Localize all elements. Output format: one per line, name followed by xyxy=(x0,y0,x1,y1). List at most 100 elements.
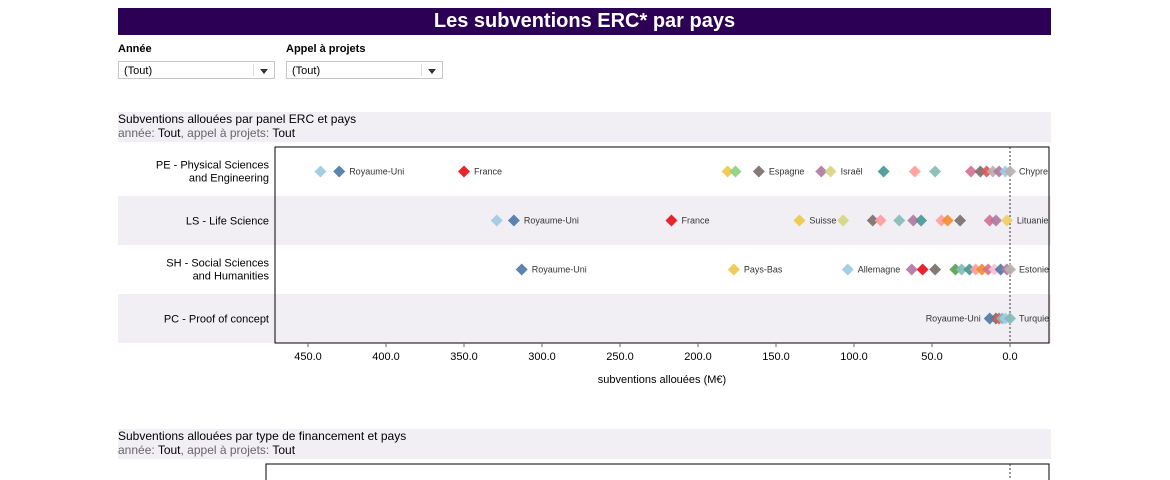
data-point xyxy=(994,263,1007,276)
point-label: Estonie xyxy=(1019,265,1049,275)
data-point xyxy=(974,165,987,178)
data-point xyxy=(954,214,967,227)
x-tick-label: 150.0 xyxy=(762,351,790,363)
row-label: SH - Social Sciences and Humanities xyxy=(166,258,269,283)
data-point xyxy=(983,312,996,325)
data-point xyxy=(915,214,928,227)
data-point xyxy=(866,214,879,227)
row-band xyxy=(118,294,1051,343)
x-tick-label: 350.0 xyxy=(450,351,478,363)
x-tick-label: 0.0 xyxy=(1002,351,1017,363)
data-point xyxy=(874,214,887,227)
x-tick-label: 300.0 xyxy=(528,351,556,363)
data-point xyxy=(907,214,920,227)
data-point xyxy=(980,165,993,178)
section2-title: Subventions allouées par type de finance… xyxy=(118,429,407,443)
section1-title: Subventions allouées par panel ERC et pa… xyxy=(118,112,357,126)
data-point xyxy=(908,165,921,178)
data-point xyxy=(965,165,977,178)
x-tick-label: 250.0 xyxy=(606,351,634,363)
data-point xyxy=(877,165,890,178)
data-point xyxy=(935,214,948,227)
data-point xyxy=(893,214,906,227)
select-divider xyxy=(253,64,254,76)
data-point xyxy=(989,214,1002,227)
point-label: Israël xyxy=(841,167,863,177)
point-label: Allemagne xyxy=(858,265,901,275)
x-tick-label: 200.0 xyxy=(684,351,712,363)
point-label: France xyxy=(474,167,502,177)
data-point xyxy=(490,214,503,227)
point-label: Chypre xyxy=(1019,167,1048,177)
x-tick-label: 400.0 xyxy=(372,351,400,363)
point-label: Royaume-Uni xyxy=(524,216,579,226)
point-label: Lituanie xyxy=(1017,216,1049,226)
data-point xyxy=(941,214,954,227)
data-point xyxy=(507,214,520,227)
year-select[interactable]: (Tout) xyxy=(118,61,275,79)
plot-frame xyxy=(274,146,1050,344)
data-point xyxy=(963,263,976,276)
point-label: France xyxy=(681,216,709,226)
call-select-value: (Tout) xyxy=(292,65,321,77)
data-point xyxy=(752,165,765,178)
row-label: LS - Life Science xyxy=(186,216,269,228)
data-point xyxy=(515,263,528,276)
data-point xyxy=(458,165,470,178)
year-filter-label: Année xyxy=(118,43,152,55)
data-point xyxy=(949,263,962,276)
data-point xyxy=(314,165,327,178)
point-label: Suisse xyxy=(809,216,836,226)
data-point xyxy=(969,263,982,276)
select-divider xyxy=(421,64,422,76)
data-point xyxy=(993,165,1006,178)
x-tick-label: 50.0 xyxy=(921,351,942,363)
data-point xyxy=(982,263,995,276)
chevron-down-icon[interactable] xyxy=(428,69,436,74)
point-label: Royaume-Uni xyxy=(349,167,404,177)
data-point xyxy=(929,165,942,178)
data-point xyxy=(975,263,988,276)
data-point xyxy=(986,165,999,178)
x-axis-title: subventions allouées (M€) xyxy=(598,374,726,386)
data-point xyxy=(1004,165,1016,178)
section1-header: Subventions allouées par panel ERC et pa… xyxy=(118,112,1051,142)
chart2-plot-frame xyxy=(265,463,1050,480)
point-label: Espagne xyxy=(769,167,805,177)
call-filter-label: Appel à projets xyxy=(286,43,366,55)
section2-subtitle: année: Tout, appel à projets: Tout xyxy=(118,443,296,457)
row-label: PC - Proof of concept xyxy=(164,314,269,326)
x-tick-label: 450.0 xyxy=(294,351,322,363)
chevron-down-icon[interactable] xyxy=(260,69,268,74)
data-point xyxy=(929,263,942,276)
data-point xyxy=(815,165,828,178)
page-title: Les subventions ERC* par pays xyxy=(118,8,1051,35)
data-point xyxy=(988,263,1001,276)
data-point xyxy=(793,214,806,227)
section1-subtitle: année: Tout, appel à projets: Tout xyxy=(118,126,296,140)
section2-header: Subventions allouées par type de finance… xyxy=(118,429,1051,459)
data-point xyxy=(1004,263,1016,276)
point-label: Pays-Bas xyxy=(744,265,783,275)
year-select-value: (Tout) xyxy=(124,65,153,77)
point-label: Turquie xyxy=(1019,314,1049,324)
data-point xyxy=(721,165,734,178)
data-point xyxy=(333,165,346,178)
data-point xyxy=(824,165,837,178)
row-label: PE - Physical Sciences and Engineering xyxy=(156,160,270,185)
x-tick-label: 100.0 xyxy=(840,351,868,363)
data-point xyxy=(837,214,850,227)
call-select[interactable]: (Tout) xyxy=(286,61,443,79)
data-point xyxy=(916,263,929,276)
data-point xyxy=(983,214,996,227)
point-label: Royaume-Uni xyxy=(926,314,981,324)
data-point xyxy=(1000,214,1013,227)
data-point xyxy=(729,165,742,178)
data-point xyxy=(727,263,740,276)
data-point xyxy=(905,263,918,276)
point-label: Royaume-Uni xyxy=(532,265,587,275)
data-point xyxy=(955,263,968,276)
data-point xyxy=(841,263,854,276)
data-point xyxy=(665,214,678,227)
